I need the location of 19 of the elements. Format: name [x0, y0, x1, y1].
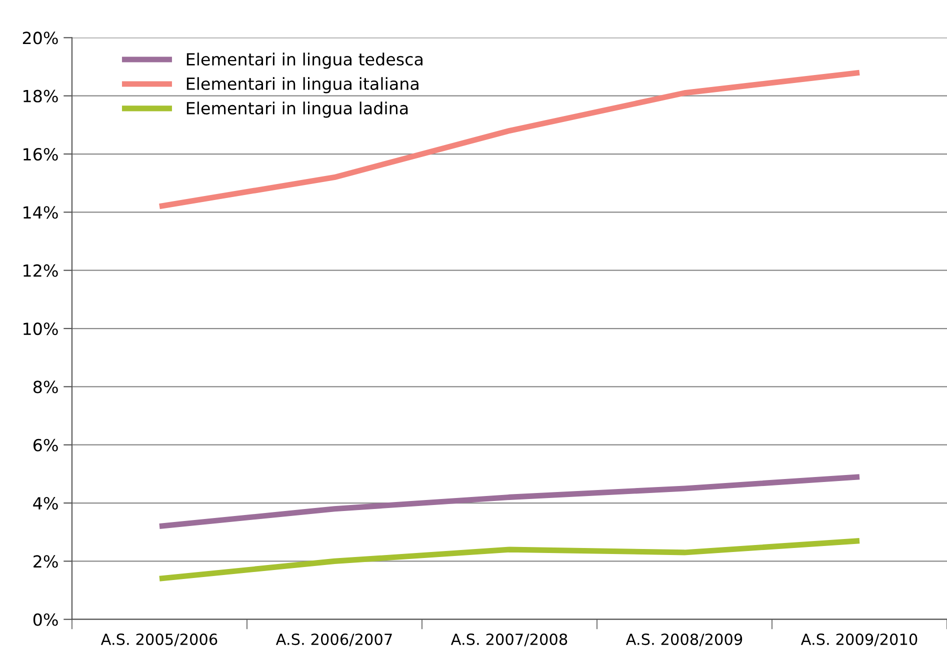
y-tick-label: 6%: [34, 438, 58, 452]
y-tick-label: 12%: [24, 264, 58, 277]
x-tick-label: A.S. 2007/2008: [450, 634, 568, 646]
y-tick-label: 8%: [33, 380, 58, 394]
legend-label: Elementari in lingua ladina: [186, 102, 408, 118]
legend-label: Elementari in lingua italiana: [186, 77, 418, 94]
y-tick-label: 20%: [22, 32, 58, 44]
y-tick-label: 18%: [24, 90, 58, 102]
x-tick-label: A.S. 2008/2009: [626, 634, 742, 646]
y-tick-label: 0%: [33, 613, 58, 626]
y-tick-label: 10%: [24, 322, 58, 336]
y-tick-label: 14%: [24, 206, 58, 219]
legend-label: Elementari in lingua tedesca: [186, 52, 422, 69]
y-tick-label: 4%: [33, 496, 58, 510]
y-tick-label: 2%: [34, 555, 58, 568]
x-tick-label: A.S. 2005/2006: [100, 634, 218, 646]
x-tick-label: A.S. 2006/2007: [276, 634, 392, 646]
x-tick-label: A.S. 2009/2010: [800, 634, 918, 646]
y-tick-label: 16%: [24, 148, 58, 161]
